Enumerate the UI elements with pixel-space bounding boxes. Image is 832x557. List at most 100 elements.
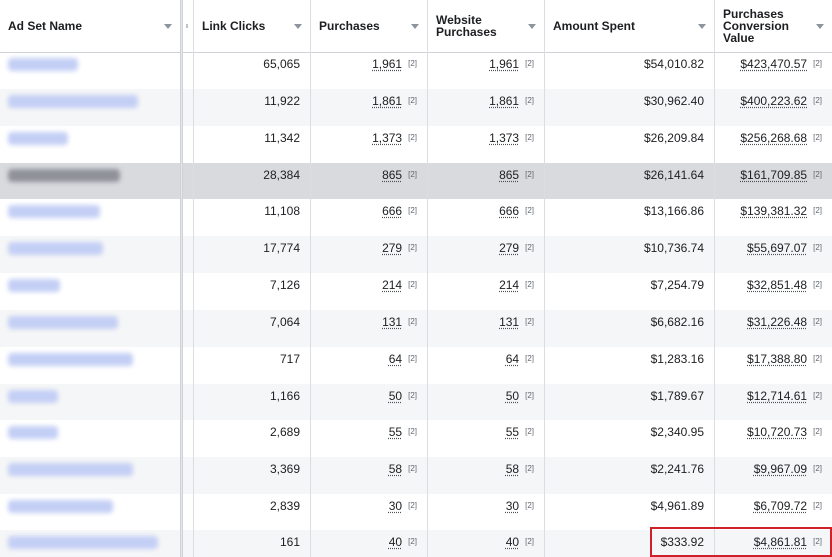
- purchases-value[interactable]: 131: [382, 315, 403, 329]
- footnote-marker[interactable]: [2]: [525, 501, 534, 510]
- ad-set-name-link[interactable]: [8, 500, 113, 513]
- footnote-marker[interactable]: [2]: [813, 391, 822, 400]
- footnote-marker[interactable]: [2]: [408, 501, 417, 510]
- purchases-value[interactable]: 1,373: [372, 131, 403, 145]
- purchases-value[interactable]: 865: [382, 168, 403, 182]
- footnote-marker[interactable]: [2]: [525, 59, 534, 68]
- ad-set-name-link[interactable]: [8, 132, 68, 145]
- website-purchases-value[interactable]: 1,961: [489, 57, 520, 71]
- ad-set-name-link[interactable]: [8, 242, 103, 255]
- footnote-marker[interactable]: [2]: [813, 464, 822, 473]
- purchases-value[interactable]: 55: [388, 425, 403, 439]
- footnote-marker[interactable]: [2]: [525, 391, 534, 400]
- footnote-marker[interactable]: [2]: [813, 354, 822, 363]
- footnote-marker[interactable]: [2]: [525, 464, 534, 473]
- conversion-value-value[interactable]: $55,697.07: [747, 241, 808, 255]
- website-purchases-value[interactable]: 58: [505, 462, 520, 476]
- conversion-value-value[interactable]: $400,223.62: [740, 94, 808, 108]
- website-purchases-value[interactable]: 279: [499, 241, 520, 255]
- table-row[interactable]: 1,166 50 [2] 50 [2] $1,789.67 $12,714.61 [2]: [0, 384, 832, 420]
- table-row[interactable]: 2,689 55 [2] 55 [2] $2,340.95 $10,720.73 [2]: [0, 420, 832, 457]
- purchases-value[interactable]: 1,961: [372, 57, 403, 71]
- ad-set-name-link[interactable]: [8, 279, 60, 292]
- footnote-marker[interactable]: [2]: [813, 501, 822, 510]
- column-header-link-clicks[interactable]: Link Clicks: [193, 0, 310, 52]
- purchases-value[interactable]: 64: [388, 352, 403, 366]
- footnote-marker[interactable]: [2]: [525, 243, 534, 252]
- website-purchases-value[interactable]: 865: [499, 168, 520, 182]
- footnote-marker[interactable]: [2]: [408, 280, 417, 289]
- conversion-value-value[interactable]: $17,388.80: [747, 352, 808, 366]
- footnote-marker[interactable]: [2]: [525, 427, 534, 436]
- table-row[interactable]: 2,839 30 [2] 30 [2] $4,961.89 $6,709.72 [2]: [0, 494, 832, 530]
- conversion-value-value[interactable]: $4,861.81: [753, 535, 808, 549]
- column-header-conversion-value[interactable]: Purchases Conversion Value: [714, 0, 832, 52]
- conversion-value-value[interactable]: $6,709.72: [753, 499, 808, 513]
- website-purchases-value[interactable]: 1,861: [489, 94, 520, 108]
- conversion-value-value[interactable]: $9,967.09: [753, 462, 808, 476]
- table-row[interactable]: 161 40 [2] 40 [2] $333.92 $4,861.81 [2]: [0, 530, 832, 557]
- footnote-marker[interactable]: [2]: [408, 391, 417, 400]
- website-purchases-value[interactable]: 666: [499, 204, 520, 218]
- conversion-value-value[interactable]: $139,381.32: [740, 204, 808, 218]
- conversion-value-value[interactable]: $12,714.61: [747, 389, 808, 403]
- drag-handle-icon[interactable]: [186, 24, 188, 28]
- table-row[interactable]: 11,108 666 [2] 666 [2] $13,166.86 $139,381.32 […: [0, 199, 832, 236]
- table-row[interactable]: 11,922 1,861 [2] 1,861 [2] $30,962.40 $400,223…: [0, 89, 832, 126]
- table-row[interactable]: 28,384 865 [2] 865 [2] $26,141.64 $161,709.85 […: [0, 163, 832, 199]
- conversion-value-value[interactable]: $256,268.68: [740, 131, 808, 145]
- footnote-marker[interactable]: [2]: [408, 537, 417, 546]
- footnote-marker[interactable]: [2]: [408, 243, 417, 252]
- footnote-marker[interactable]: [2]: [525, 537, 534, 546]
- purchases-value[interactable]: 30: [388, 499, 403, 513]
- column-header-ad-set-name[interactable]: Ad Set Name: [0, 0, 180, 52]
- footnote-marker[interactable]: [2]: [813, 280, 822, 289]
- sort-chevron-icon[interactable]: [164, 24, 172, 29]
- table-row[interactable]: 17,774 279 [2] 279 [2] $10,736.74 $55,697.07 [2…: [0, 236, 832, 273]
- purchases-value[interactable]: 1,861: [372, 94, 403, 108]
- footnote-marker[interactable]: [2]: [813, 133, 822, 142]
- website-purchases-value[interactable]: 40: [505, 535, 520, 549]
- ad-set-name-link[interactable]: [8, 95, 138, 108]
- footnote-marker[interactable]: [2]: [525, 96, 534, 105]
- purchases-value[interactable]: 58: [388, 462, 403, 476]
- website-purchases-value[interactable]: 131: [499, 315, 520, 329]
- website-purchases-value[interactable]: 50: [505, 389, 520, 403]
- footnote-marker[interactable]: [2]: [408, 59, 417, 68]
- footnote-marker[interactable]: [2]: [525, 133, 534, 142]
- footnote-marker[interactable]: [2]: [408, 427, 417, 436]
- column-header-amount-spent[interactable]: Amount Spent: [544, 0, 714, 52]
- website-purchases-value[interactable]: 55: [505, 425, 520, 439]
- table-row[interactable]: 7,064 131 [2] 131 [2] $6,682.16 $31,226.48 [2]: [0, 310, 832, 347]
- sort-chevron-icon[interactable]: [816, 24, 824, 29]
- footnote-marker[interactable]: [2]: [813, 537, 822, 546]
- sort-chevron-icon[interactable]: [294, 24, 302, 29]
- table-row[interactable]: 7,126 214 [2] 214 [2] $7,254.79 $32,851.48 [2]: [0, 273, 832, 310]
- table-row[interactable]: 11,342 1,373 [2] 1,373 [2] $26,209.84 $256,268…: [0, 126, 832, 163]
- footnote-marker[interactable]: [2]: [408, 206, 417, 215]
- sort-chevron-icon[interactable]: [528, 24, 536, 29]
- conversion-value-value[interactable]: $161,709.85: [740, 168, 808, 182]
- ad-set-name-link[interactable]: [8, 205, 100, 218]
- purchases-value[interactable]: 40: [388, 535, 403, 549]
- footnote-marker[interactable]: [2]: [408, 96, 417, 105]
- table-row[interactable]: 65,065 1,961 [2] 1,961 [2] $54,010.82 $423,470…: [0, 52, 832, 89]
- footnote-marker[interactable]: [2]: [408, 317, 417, 326]
- ad-set-name-link[interactable]: [8, 58, 78, 71]
- footnote-marker[interactable]: [2]: [408, 464, 417, 473]
- footnote-marker[interactable]: [2]: [408, 354, 417, 363]
- conversion-value-value[interactable]: $10,720.73: [747, 425, 808, 439]
- footnote-marker[interactable]: [2]: [813, 206, 822, 215]
- purchases-value[interactable]: 279: [382, 241, 403, 255]
- footnote-marker[interactable]: [2]: [525, 206, 534, 215]
- footnote-marker[interactable]: [2]: [525, 354, 534, 363]
- footnote-marker[interactable]: [2]: [813, 59, 822, 68]
- purchases-value[interactable]: 50: [388, 389, 403, 403]
- website-purchases-value[interactable]: 30: [505, 499, 520, 513]
- ad-set-name-link[interactable]: [8, 463, 133, 476]
- ad-set-name-link[interactable]: [8, 426, 58, 439]
- footnote-marker[interactable]: [2]: [813, 427, 822, 436]
- footnote-marker[interactable]: [2]: [408, 170, 417, 179]
- footnote-marker[interactable]: [2]: [525, 280, 534, 289]
- conversion-value-value[interactable]: $423,470.57: [740, 57, 808, 71]
